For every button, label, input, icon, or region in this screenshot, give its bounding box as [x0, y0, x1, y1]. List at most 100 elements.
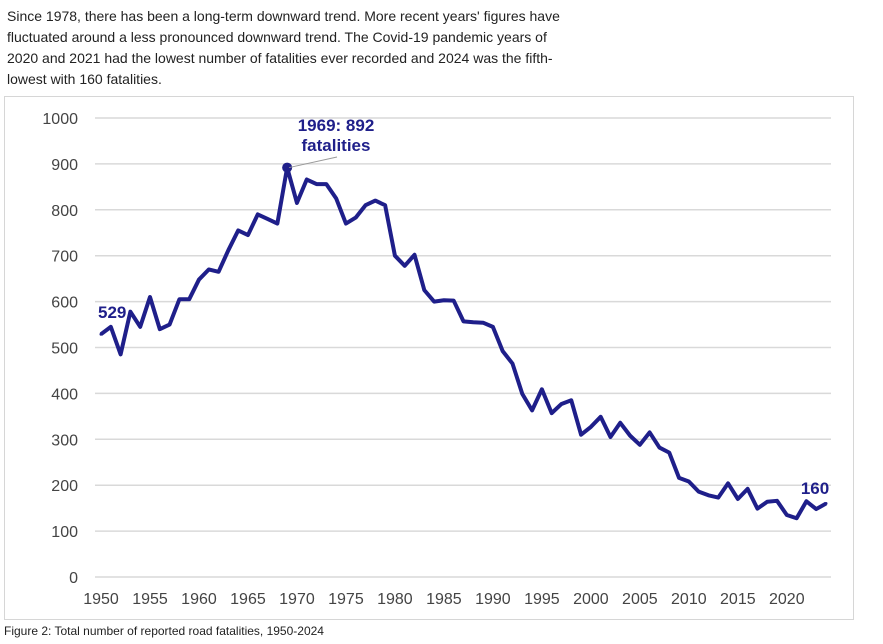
data-point: [128, 310, 132, 314]
y-tick-label: 100: [51, 524, 78, 541]
data-point: [197, 278, 201, 282]
y-tick-label: 900: [51, 157, 78, 174]
data-point: [217, 270, 221, 274]
x-tick-label: 2000: [573, 591, 609, 608]
data-point: [177, 297, 181, 301]
x-tick-label: 1975: [328, 591, 364, 608]
data-point: [804, 499, 808, 503]
data-point: [383, 203, 387, 207]
data-point: [236, 228, 240, 232]
data-point: [824, 502, 828, 506]
peak-label-line1: 1969: 892: [298, 116, 375, 135]
data-point: [413, 253, 417, 257]
x-tick-label: 1995: [524, 591, 560, 608]
x-tick-label: 2010: [671, 591, 707, 608]
x-tick-label: 1990: [475, 591, 511, 608]
data-point: [393, 254, 397, 258]
data-point: [746, 487, 750, 491]
peak-label-line2: fatalities: [302, 136, 371, 155]
data-point: [559, 402, 563, 406]
data-point: [618, 421, 622, 425]
data-point: [765, 500, 769, 504]
data-point: [599, 415, 603, 419]
figure-caption: Figure 2: Total number of reported road …: [4, 624, 324, 638]
y-tick-label: 200: [51, 478, 78, 495]
data-point: [677, 476, 681, 480]
data-point: [344, 222, 348, 226]
intro-paragraph: Since 1978, there has been a long-term d…: [7, 8, 560, 87]
data-point: [520, 392, 524, 396]
data-point: [354, 216, 358, 220]
y-tick-label: 500: [51, 341, 78, 358]
data-point: [158, 327, 162, 331]
peak-marker: [282, 162, 293, 173]
data-point: [491, 325, 495, 329]
data-point: [334, 196, 338, 200]
data-point: [648, 430, 652, 434]
data-point: [109, 325, 113, 329]
data-point: [422, 288, 426, 292]
x-tick-label: 1970: [279, 591, 315, 608]
data-point: [667, 451, 671, 455]
data-point: [246, 233, 250, 237]
data-point: [256, 212, 260, 216]
data-point: [148, 295, 152, 299]
x-tick-label: 1980: [377, 591, 413, 608]
start-value-label: 529: [98, 303, 126, 322]
data-point: [814, 507, 818, 511]
data-point: [785, 513, 789, 517]
data-point: [510, 362, 514, 366]
data-point: [373, 199, 377, 203]
data-point: [579, 433, 583, 437]
data-point: [638, 443, 642, 447]
data-point: [530, 408, 534, 412]
data-point: [452, 299, 456, 303]
data-point: [628, 434, 632, 438]
x-tick-label: 1955: [132, 591, 168, 608]
data-point: [324, 182, 328, 186]
y-tick-label: 700: [51, 249, 78, 266]
data-point: [471, 320, 475, 324]
x-tick-label: 2005: [622, 591, 658, 608]
x-tick-label: 2015: [720, 591, 756, 608]
y-tick-label: 300: [51, 432, 78, 449]
data-point: [138, 325, 142, 329]
data-point: [168, 323, 172, 327]
data-point: [716, 496, 720, 500]
data-point: [481, 321, 485, 325]
chart-frame: [4, 96, 854, 620]
data-point: [462, 319, 465, 323]
data-point: [550, 411, 554, 415]
x-tick-label: 2020: [769, 591, 805, 608]
data-point: [697, 490, 701, 494]
data-point: [775, 499, 779, 503]
end-value-label: 160: [801, 479, 829, 498]
y-tick-label: 600: [51, 295, 78, 312]
data-point: [442, 298, 446, 302]
data-point: [432, 300, 436, 304]
data-point: [305, 178, 309, 182]
data-point: [187, 297, 191, 301]
data-point: [295, 201, 299, 205]
x-tick-label: 1950: [83, 591, 119, 608]
peak-leader-line: [289, 156, 338, 169]
data-point: [589, 425, 593, 429]
y-tick-label: 1000: [42, 111, 78, 128]
data-point: [403, 264, 407, 268]
fatalities-series-line: [99, 165, 827, 521]
data-point: [569, 398, 573, 402]
x-tick-label: 1965: [230, 591, 266, 608]
data-point: [364, 203, 368, 207]
data-point: [226, 248, 230, 252]
data-point: [99, 332, 103, 336]
data-point: [706, 493, 710, 497]
data-point: [207, 267, 211, 271]
x-tick-label: 1960: [181, 591, 217, 608]
y-tick-label: 800: [51, 203, 78, 220]
data-point: [501, 349, 505, 353]
data-point: [726, 481, 730, 485]
data-point: [687, 480, 691, 484]
data-point: [608, 435, 612, 439]
data-point: [266, 217, 270, 221]
